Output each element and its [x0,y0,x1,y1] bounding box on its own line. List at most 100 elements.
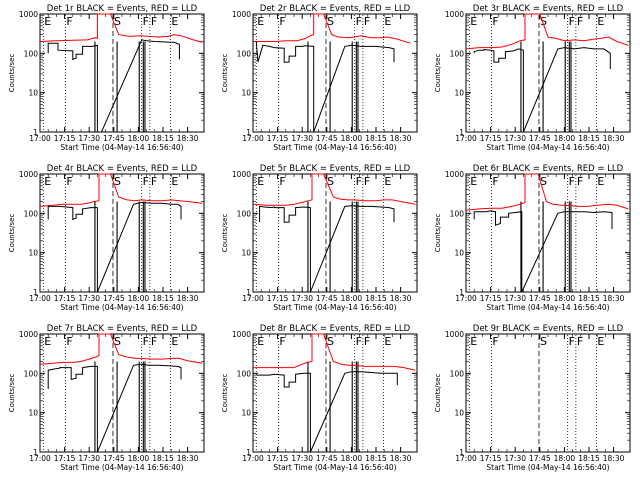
y-tick-label: 1000 [232,330,251,339]
x-tick-label: 17:30 [504,134,526,143]
marker-label-E: E [470,15,477,28]
y-tick-label: 100 [24,49,39,58]
x-tick-label: 17:15 [267,294,289,303]
y-axis-label: Counts/sec [221,214,229,253]
marker-label-E: E [171,15,178,28]
x-tick-label: 17:30 [504,294,526,303]
x-tick-label: 17:15 [267,134,289,143]
x-tick-label: 17:30 [504,454,526,463]
x-tick-label: 18:00 [128,454,150,463]
events-series-line [473,210,613,293]
x-tick-label: 17:45 [103,294,125,303]
x-tick-label: 17:00 [29,294,51,303]
marker-label-E: E [470,175,477,188]
x-axis-label: Start Time (04-May-14 16:56:40) [60,303,183,312]
x-tick-label: 18:15 [365,134,387,143]
x-tick-label: 17:45 [529,454,551,463]
x-tick-label: 18:00 [128,294,150,303]
y-tick-label: 100 [24,369,39,378]
marker-label-E: E [384,15,391,28]
y-tick-label: 10 [28,249,38,258]
x-tick-label: 17:45 [529,134,551,143]
marker-label-F: F [143,175,149,188]
marker-label-E: E [44,15,51,28]
x-tick-label: 17:45 [316,294,338,303]
x-tick-label: 18:00 [554,134,576,143]
marker-label-F: F [364,15,370,28]
x-tick-label: 18:00 [341,454,363,463]
marker-label-E: E [470,335,477,348]
marker-label-F: F [66,335,72,348]
y-axis-label: Counts/sec [221,54,229,93]
x-tick-label: 17:45 [316,454,338,463]
marker-label-S: S [540,175,547,188]
marker-label-F: F [151,335,157,348]
y-tick-label: 1000 [445,330,464,339]
panel-title: Det 7r BLACK = Events, RED = LLD [47,324,198,334]
x-tick-label: 18:30 [390,134,412,143]
y-tick-label: 10 [454,249,464,258]
x-tick-label: 18:30 [603,294,625,303]
events-series-line [47,363,182,453]
y-tick-label: 100 [237,369,252,378]
y-tick-label: 1000 [232,10,251,19]
y-tick-label: 10 [28,89,38,98]
marker-label-E: E [257,335,264,348]
lld-series-line [252,173,416,206]
x-axis-label: Start Time (04-May-14 16:56:40) [273,303,396,312]
marker-label-S: S [327,175,334,188]
y-axis-label: Counts/sec [434,214,442,253]
y-tick-label: 1000 [445,170,464,179]
x-tick-label: 17:15 [267,454,289,463]
y-tick-label: 1 [459,128,464,137]
marker-label-E: E [384,175,391,188]
x-tick-label: 17:00 [29,454,51,463]
y-tick-label: 100 [237,209,252,218]
x-tick-label: 17:00 [455,134,477,143]
marker-label-S: S [540,15,547,28]
y-tick-label: 1000 [19,170,38,179]
events-series-line [473,47,611,133]
x-axis-label: Start Time (04-May-14 16:56:40) [60,143,183,152]
panel-det-1: Det 1r BLACK = Events, RED = LLD 1 10 100 10… [8,4,205,152]
marker-label-F: F [356,335,362,348]
x-tick-label: 18:15 [578,134,600,143]
panel-title: Det 1r BLACK = Events, RED = LLD [47,4,198,14]
events-series-line [255,41,395,133]
marker-label-F: F [569,15,575,28]
panel-det-5: Det 5r BLACK = Events, RED = LLD 1 10 100 10… [221,164,418,312]
y-tick-label: 1 [459,288,464,297]
x-axis-label: Start Time (04-May-14 16:56:40) [273,463,396,472]
marker-label-E: E [257,175,264,188]
x-tick-label: 18:15 [578,294,600,303]
y-tick-label: 1 [459,448,464,457]
lld-series-line [39,333,203,365]
x-tick-label: 17:30 [78,454,100,463]
x-tick-label: 18:15 [152,294,174,303]
panel-det-6: Det 6r BLACK = Events, RED = LLD 1 10 100 10… [434,164,631,312]
panel-det-2: Det 2r BLACK = Events, RED = LLD 1 10 100 10… [221,4,418,152]
events-series-line [47,39,180,133]
x-tick-label: 17:00 [242,134,264,143]
y-tick-label: 1 [246,288,251,297]
x-tick-label: 18:15 [578,454,600,463]
x-tick-label: 18:00 [554,454,576,463]
x-tick-label: 18:15 [152,134,174,143]
marker-label-E: E [44,335,51,348]
marker-label-F: F [577,175,583,188]
x-tick-label: 17:30 [291,294,313,303]
marker-label-E: E [597,15,604,28]
y-tick-label: 1000 [19,330,38,339]
x-tick-label: 18:15 [152,454,174,463]
plot-frame [252,333,418,453]
marker-label-F: F [66,15,72,28]
x-axis-label: Start Time (04-May-14 16:56:40) [486,303,609,312]
panel-title: Det 3r BLACK = Events, RED = LLD [473,4,624,14]
y-axis-label: Counts/sec [8,54,16,93]
marker-label-F: F [492,175,498,188]
marker-label-S: S [114,335,121,348]
marker-label-E: E [597,335,604,348]
x-tick-label: 18:15 [365,294,387,303]
y-axis-label: Counts/sec [221,374,229,413]
